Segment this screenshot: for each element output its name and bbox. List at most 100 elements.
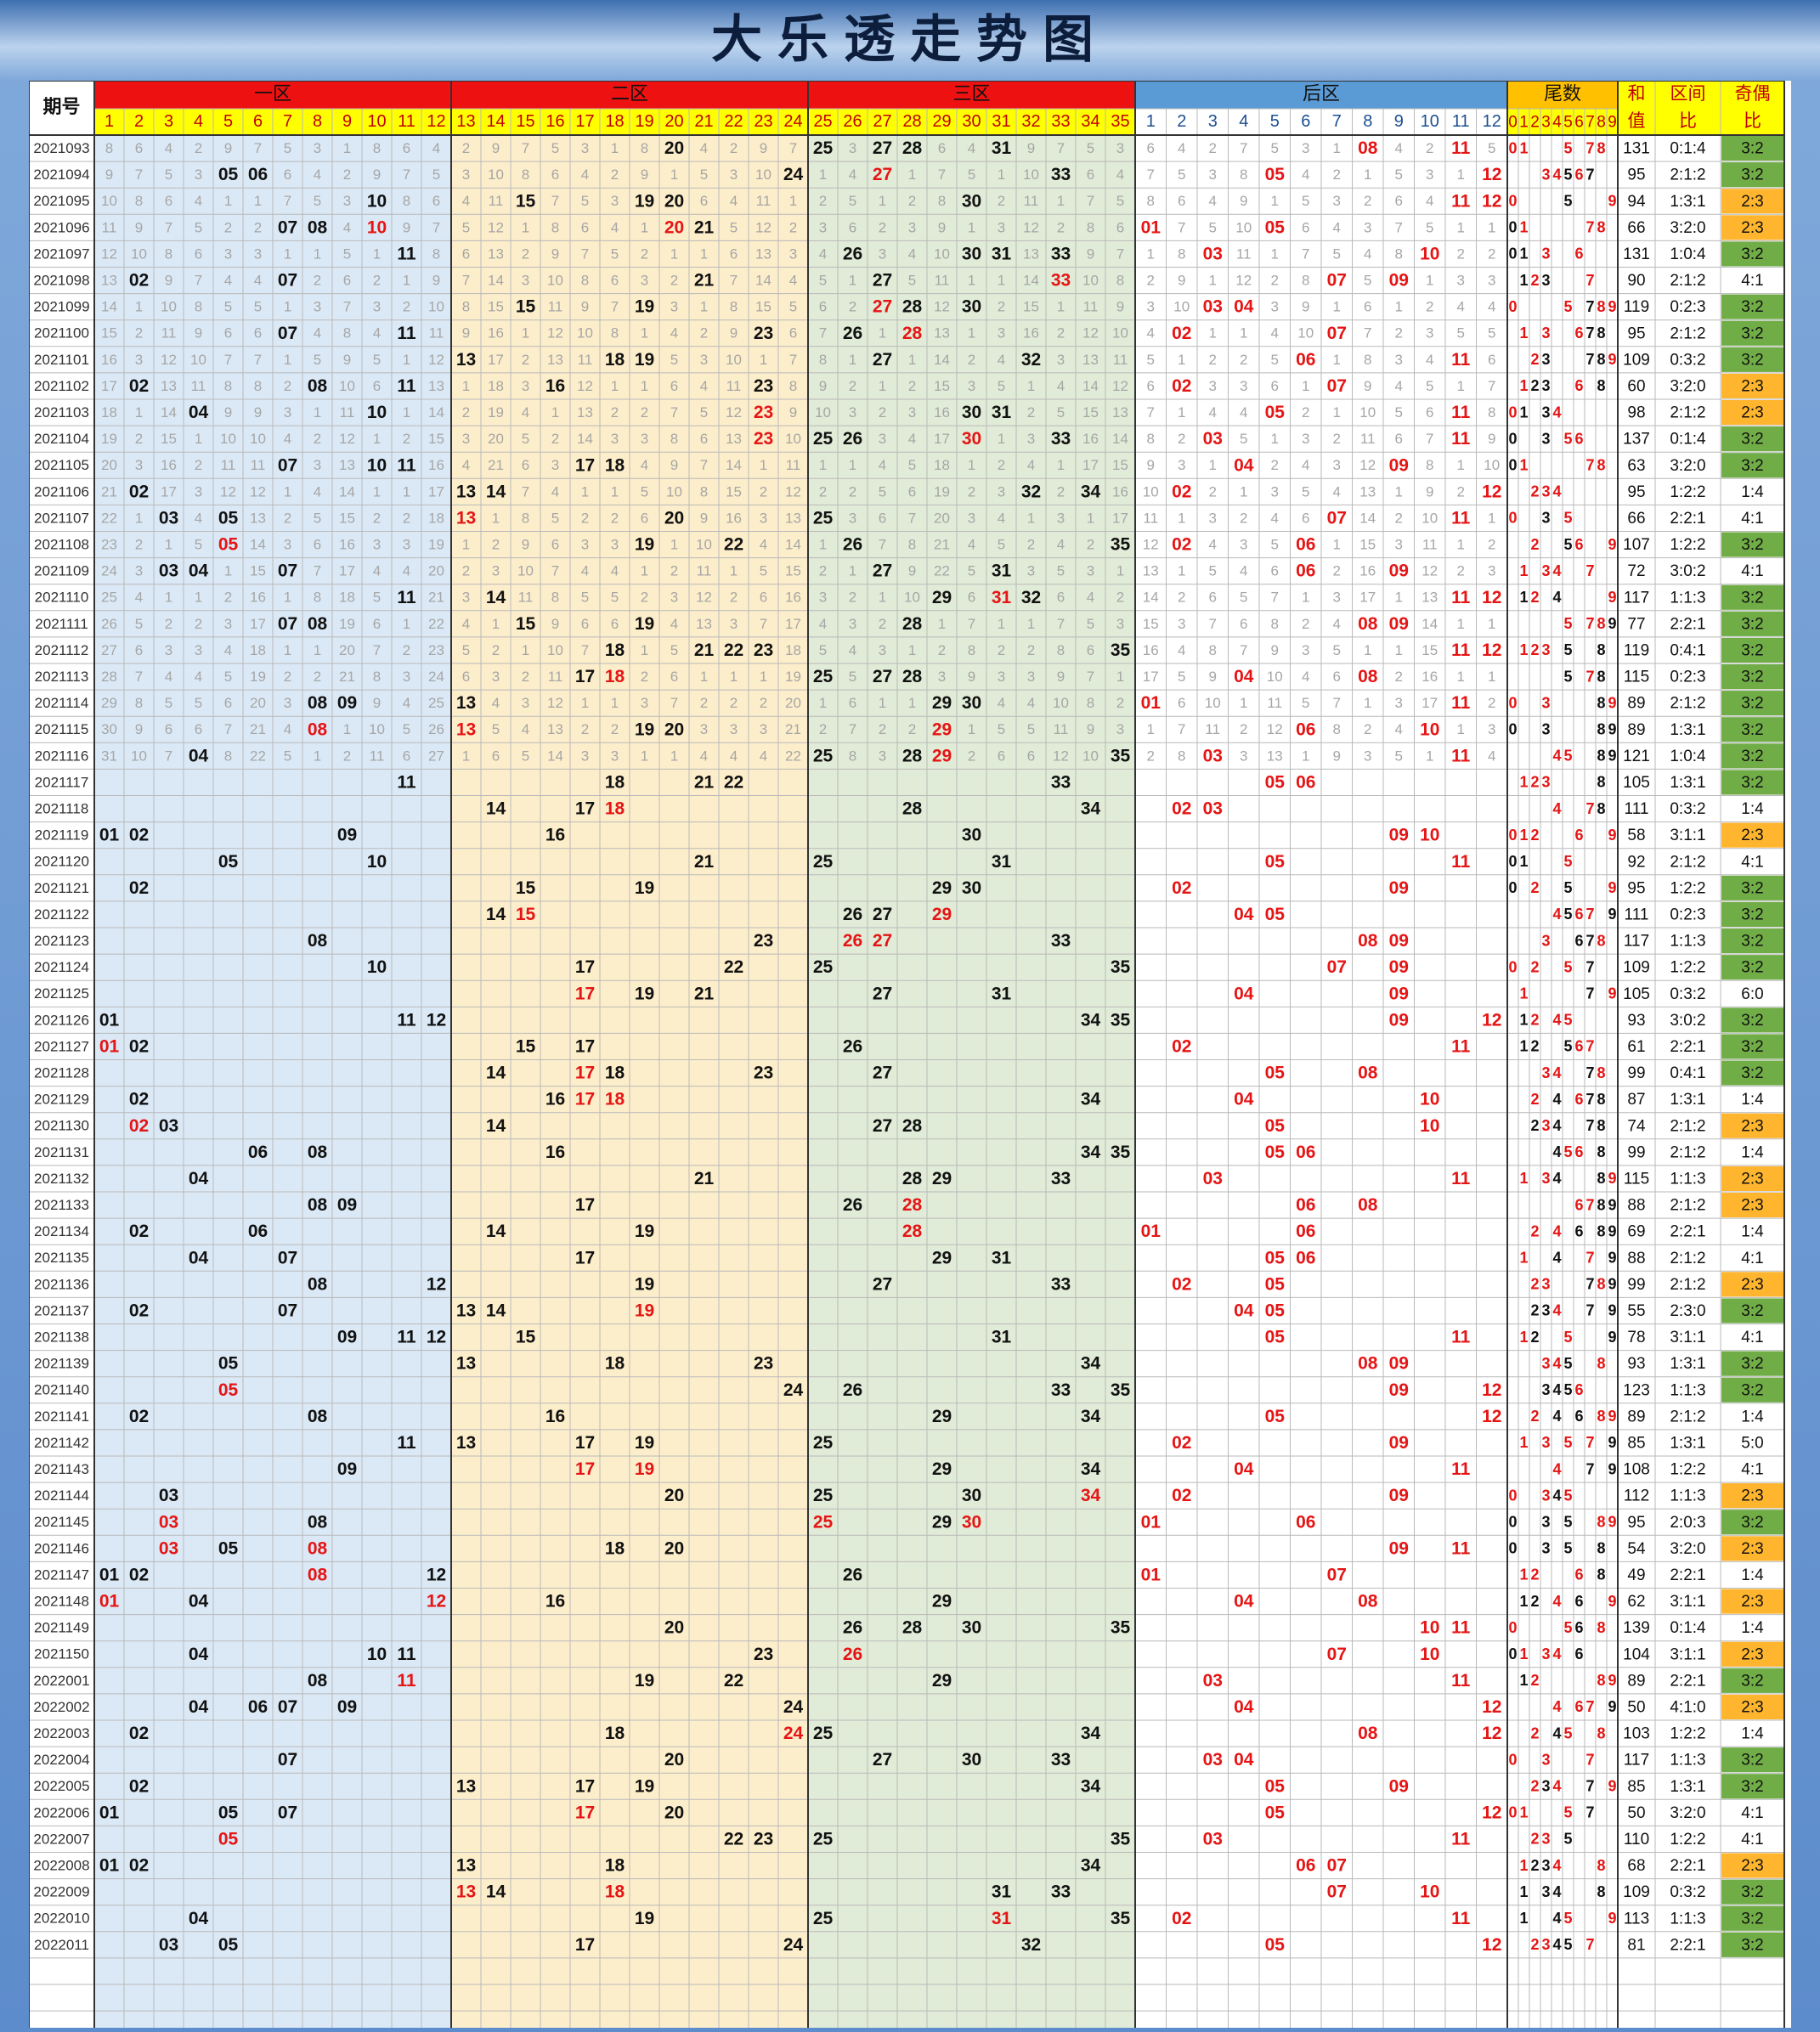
front-hit: 35 [1111,1829,1131,1849]
tail-hit: 9 [1608,721,1616,738]
front-omit: 19 [339,616,355,632]
front-omit: 2 [1116,590,1124,606]
tail-hit: 1 [1519,853,1528,870]
front-hit: 13 [456,1882,476,1902]
front-omit: 3 [492,563,500,579]
front-hit: 02 [129,1776,149,1796]
sum-cell: 119 [1624,641,1649,659]
front-hit: 15 [516,191,536,211]
front-omit: 5 [254,299,262,315]
sum-cell: 55 [1627,1302,1645,1320]
issue-cell: 2022007 [33,1831,89,1847]
odd-even-cell: 3:2 [1741,1012,1763,1030]
back-omit: 1 [1178,404,1185,421]
front-col-header-22: 22 [724,112,743,131]
front-omit: 19 [101,431,117,447]
front-hit: 10 [367,403,387,422]
front-hit: 07 [278,1750,297,1770]
odd-even-cell: 3:2 [1741,669,1763,686]
range-cell: 2:1:2 [1670,167,1705,184]
front-omit: 3 [462,431,470,447]
range-cell: 2:1:2 [1670,404,1705,422]
front-hit: 27 [873,667,892,686]
front-omit: 2 [819,193,827,209]
front-omit: 2 [849,299,856,315]
front-hit: 14 [486,799,506,819]
front-hit: 21 [694,641,715,660]
sum-cell: 107 [1623,536,1650,554]
odd-even-cell: 2:3 [1741,1857,1763,1875]
front-hit: 26 [843,535,862,555]
front-omit: 4 [224,642,232,658]
issue-cell: 2021100 [34,325,89,341]
front-hit: 10 [367,1645,387,1664]
front-omit: 7 [165,748,172,764]
tail-hit: 5 [1563,668,1572,685]
front-omit: 18 [785,642,801,658]
front-hit: 03 [159,1116,178,1136]
tail-hit: 7 [1585,457,1594,474]
tail-hit: 9 [1608,536,1616,553]
front-col-header-13: 13 [456,112,475,131]
tail-hit: 9 [1608,1434,1616,1451]
front-omit: 10 [696,537,712,553]
sum-cell: 99 [1627,1064,1645,1082]
front-hit: 07 [278,271,297,291]
front-hit: 31 [992,1248,1012,1267]
front-omit: 3 [760,510,767,526]
tail-hit: 4 [1552,800,1561,817]
front-omit: 2 [343,748,351,764]
front-hit: 28 [902,324,923,343]
front-omit: 9 [700,510,708,526]
front-omit: 1 [700,299,708,315]
back-hit: 09 [1389,1380,1409,1400]
tail-hit: 7 [1585,800,1594,817]
front-omit: 10 [428,299,444,315]
range-cell: 0:1:4 [1670,1619,1706,1637]
front-col-header-19: 19 [635,112,653,131]
back-hit: 07 [1327,508,1347,528]
back-omit: 2 [1364,193,1371,209]
front-hit: 28 [902,614,923,634]
front-omit: 8 [343,325,351,341]
front-omit: 5 [165,167,172,183]
front-omit: 7 [968,616,975,632]
odd-even-cell: 3:2 [1741,351,1763,369]
tail-hit: 1 [1519,562,1528,579]
front-omit: 4 [819,246,827,262]
odd-even-cell: 1:4 [1741,1408,1764,1425]
front-omit: 10 [934,246,950,262]
front-hit: 05 [218,535,239,555]
back-hit: 10 [1420,1882,1439,1902]
front-omit: 5 [135,616,143,632]
front-hit: 28 [902,746,923,765]
back-omit: 11 [1205,721,1220,737]
table-row: 2021148 01 04 12 16 29 04 08 1 2 4 6 9 62 3:1:1 2:3 [34,1589,1783,1614]
front-omit: 12 [250,483,266,500]
front-hit: 32 [1021,482,1041,501]
back-hit: 08 [1358,1195,1378,1215]
front-omit: 2 [462,563,470,579]
issue-cell: 2021136 [34,1276,89,1292]
front-omit: 26 [428,721,444,737]
back-omit: 3 [1395,695,1403,711]
tail-hit: 6 [1574,1593,1583,1610]
front-omit: 3 [730,167,738,183]
front-hit: 11 [397,1433,416,1453]
odd-even-badge [1721,347,1783,372]
front-omit: 6 [789,325,797,341]
tail-hit: 8 [1597,774,1605,791]
range-cell: 1:1:3 [1670,1381,1705,1399]
odd-even-badge [1721,1403,1783,1429]
front-hit: 33 [1051,1274,1071,1294]
front-omit: 6 [581,616,589,632]
front-hit: 16 [545,826,565,845]
front-omit: 6 [195,721,202,737]
front-hit: 27 [873,1274,892,1294]
tail-hit: 8 [1597,1355,1605,1372]
front-omit: 8 [789,378,797,394]
issue-cell: 2021127 [34,1038,89,1054]
front-omit: 6 [462,669,470,685]
front-omit: 15 [488,299,504,315]
front-hit: 27 [873,271,892,291]
